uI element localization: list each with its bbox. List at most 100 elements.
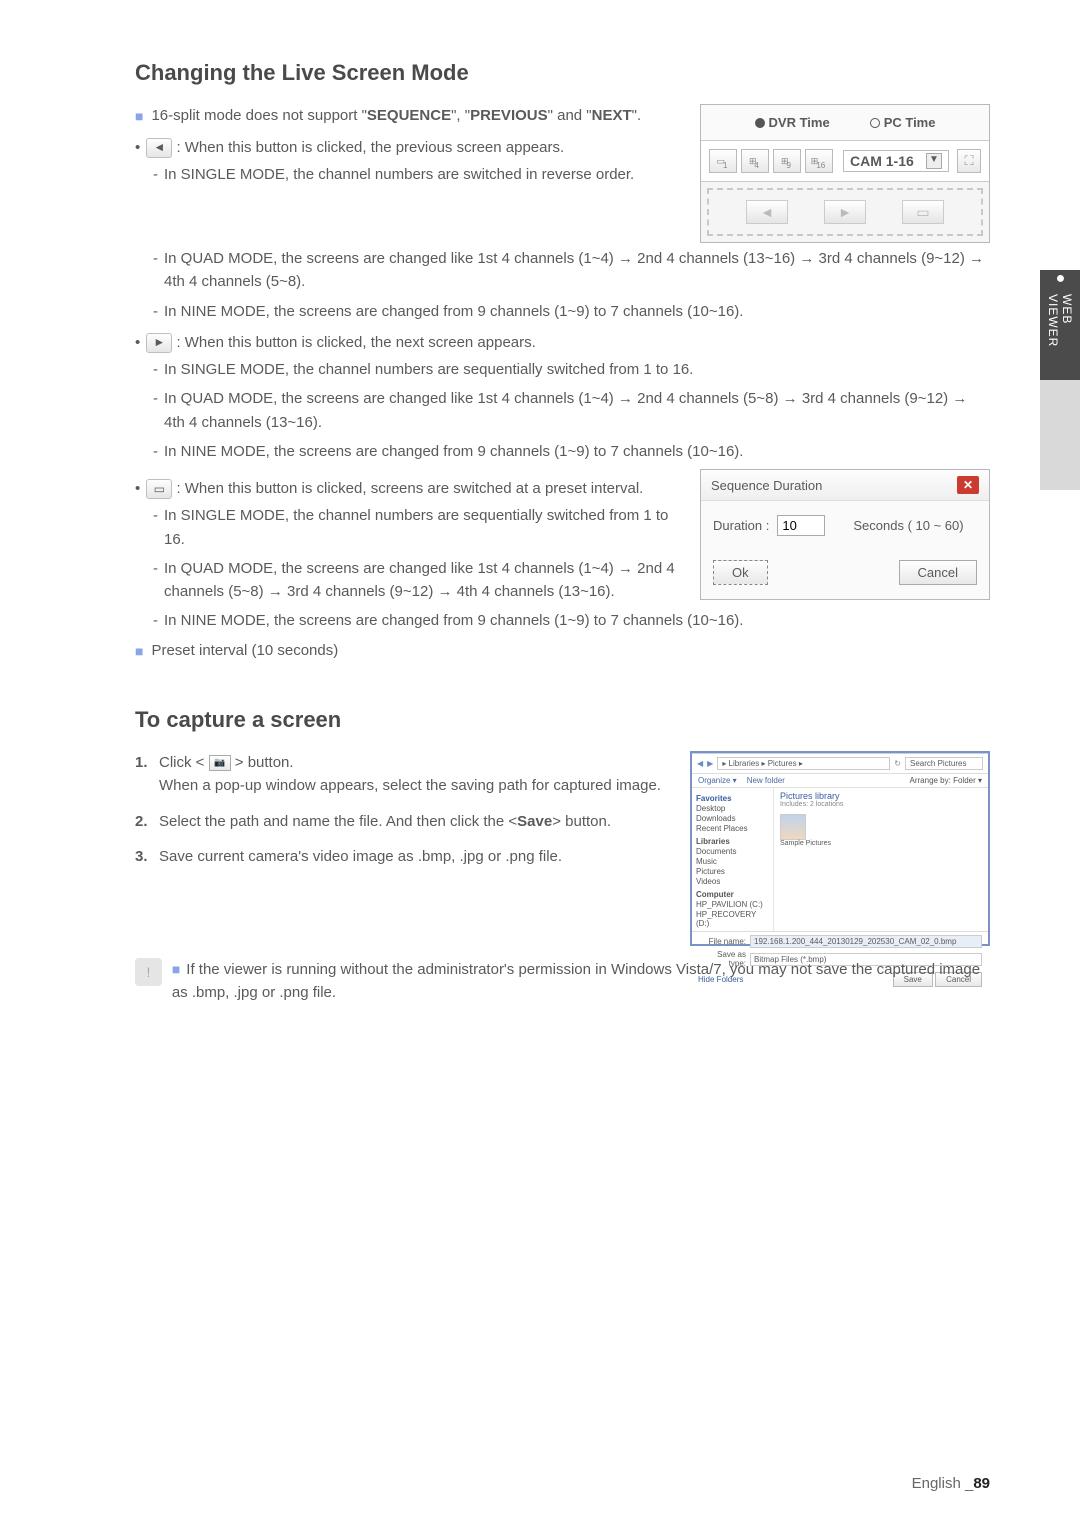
bullet-text: ► : When this button is clicked, the nex… (146, 331, 536, 354)
arrange-by[interactable]: Arrange by: Folder ▾ (910, 776, 983, 785)
nav-seq-button[interactable]: ▭ (902, 200, 944, 224)
organize-menu[interactable]: Organize ▾ (698, 776, 737, 785)
nav-item[interactable]: Downloads (696, 814, 769, 823)
cancel-button[interactable]: Cancel (899, 560, 977, 585)
sub-text: In SINGLE MODE, the channel numbers are … (164, 358, 693, 381)
t: : When this button is clicked, the next … (176, 334, 535, 351)
bullet-text: ▭ : When this button is clicked, screens… (146, 477, 643, 500)
step-num: 3. (135, 845, 153, 868)
bullet-text: ◄ : When this button is clicked, the pre… (146, 136, 564, 159)
caution-icon: ! (135, 958, 162, 986)
breadcrumb[interactable]: ▸ Libraries ▸ Pictures ▸ (717, 757, 890, 770)
search-input[interactable]: Search Pictures (905, 757, 983, 770)
nav-prev-button[interactable]: ◄ (746, 200, 788, 224)
dropdown-icon: ▼ (926, 153, 942, 169)
nav-item[interactable]: HP_PAVILION (C:) (696, 900, 769, 909)
dialog-title: Sequence Duration (711, 478, 822, 493)
fwd-icon[interactable]: ▶ (707, 759, 713, 768)
sub-text: In QUAD MODE, the screens are changed li… (164, 247, 990, 294)
dash: - (153, 300, 158, 323)
close-button[interactable]: ✕ (957, 476, 979, 494)
t: : When this button is clicked, the previ… (176, 139, 564, 156)
t: Select the path and name the file. And t… (159, 813, 517, 830)
nav-item[interactable]: Videos (696, 877, 769, 886)
pc-time-radio[interactable]: PC Time (870, 115, 936, 130)
back-icon[interactable]: ◀ (697, 759, 703, 768)
duration-label: Duration : (713, 518, 769, 533)
duration-input[interactable] (777, 515, 825, 536)
dash: - (153, 440, 158, 463)
nav-item[interactable]: Documents (696, 847, 769, 856)
t: Save (517, 813, 552, 830)
nav-next-button[interactable]: ► (824, 200, 866, 224)
nav-item[interactable]: Music (696, 857, 769, 866)
bullet: • (135, 477, 140, 500)
dash: - (153, 358, 158, 381)
t: NEXT (592, 107, 632, 124)
sequence-duration-dialog: Sequence Duration ✕ Duration : Seconds (… (700, 469, 990, 600)
nav-item[interactable]: HP_RECOVERY (D:) (696, 910, 769, 928)
dash: - (153, 609, 158, 632)
footer-lang: English _ (912, 1475, 974, 1492)
t: Click < (159, 754, 209, 771)
nav-tree[interactable]: Favorites Desktop Downloads Recent Place… (692, 788, 774, 931)
nav-item[interactable]: Favorites (696, 794, 769, 803)
t: When a pop-up window appears, select the… (159, 777, 661, 794)
bullet: • (135, 331, 140, 354)
step-text: Save current camera's video image as .bm… (159, 845, 562, 868)
side-tab-text: WEB VIEWER (1046, 294, 1074, 380)
note-marker-icon: ■ (135, 106, 143, 128)
cam-select[interactable]: CAM 1-16 ▼ (843, 150, 949, 172)
sub-text: In QUAD MODE, the screens are changed li… (164, 557, 680, 604)
side-tab-active: ● WEB VIEWER (1040, 270, 1080, 380)
t: > button. (552, 813, 611, 830)
step-text: Click < 📷 > button. When a pop-up window… (159, 751, 661, 798)
dash: - (153, 387, 158, 434)
mode-16-button[interactable]: ⊞16 (805, 149, 833, 173)
step-num: 2. (135, 810, 153, 833)
folder-thumb[interactable] (780, 814, 806, 840)
prev-screen-icon: ◄ (146, 138, 172, 158)
t: PREVIOUS (470, 107, 548, 124)
dash: - (153, 504, 158, 551)
time-cam-panel: DVR Time PC Time ▭1 ⊞4 ⊞9 ⊞16 CAM 1-16 ▼… (700, 104, 990, 243)
dash: - (153, 163, 158, 186)
file-name-input[interactable]: 192.168.1.200_444_20130129_202530_CAM_02… (750, 935, 982, 948)
note-16split: ■ 16-split mode does not support "SEQUEN… (135, 104, 680, 128)
mode-9-button[interactable]: ⊞9 (773, 149, 801, 173)
section1-title: Changing the Live Screen Mode (135, 60, 990, 86)
refresh-icon[interactable]: ↻ (894, 759, 901, 768)
n: 1 (723, 161, 727, 170)
nav-item[interactable]: Computer (696, 890, 769, 899)
radio-empty-icon (870, 118, 880, 128)
t: 16-split mode does not support " (151, 107, 366, 124)
step-text: Select the path and name the file. And t… (159, 810, 611, 833)
fullscreen-button[interactable]: ⛶ (957, 149, 981, 173)
bullet: • (135, 136, 140, 159)
dvr-time-radio[interactable]: DVR Time (755, 115, 830, 130)
file-name-label: File name: (698, 937, 746, 946)
new-folder-button[interactable]: New folder (747, 776, 785, 785)
side-tab-label: ● WEB VIEWER (1046, 270, 1074, 380)
bullet-icon: ● (1051, 270, 1069, 288)
nav-item[interactable]: Desktop (696, 804, 769, 813)
nav-item[interactable]: Recent Places (696, 824, 769, 833)
library-sub: Includes: 2 locations (780, 801, 982, 808)
t: > button. (231, 754, 294, 771)
nav-item[interactable]: Pictures (696, 867, 769, 876)
capture-icon: 📷 (209, 755, 231, 771)
nav-item[interactable]: Libraries (696, 837, 769, 846)
mode-4-button[interactable]: ⊞4 (741, 149, 769, 173)
side-tab-inactive (1040, 380, 1080, 490)
mode-1-button[interactable]: ▭1 (709, 149, 737, 173)
preset-note: Preset interval (10 seconds) (151, 639, 338, 663)
n: 4 (755, 161, 759, 170)
t: : When this button is clicked, screens a… (176, 480, 643, 497)
t: ", " (451, 107, 470, 124)
side-tab: ● WEB VIEWER (1040, 270, 1080, 490)
sub-text: In NINE MODE, the screens are changed fr… (164, 300, 743, 323)
note-marker-icon: ■ (135, 641, 143, 663)
sub-text: In QUAD MODE, the screens are changed li… (164, 387, 990, 434)
sub-text: In NINE MODE, the screens are changed fr… (164, 609, 743, 632)
ok-button[interactable]: Ok (713, 560, 768, 585)
